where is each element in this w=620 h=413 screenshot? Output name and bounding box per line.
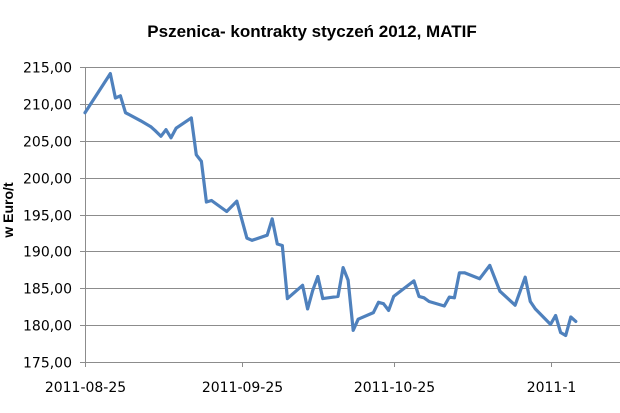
data-point: [513, 303, 517, 307]
y-tick-label: 175,00: [23, 356, 72, 372]
data-point: [346, 278, 350, 282]
data-point: [124, 111, 127, 115]
y-tick-label: 180,00: [23, 319, 72, 335]
data-point: [569, 315, 573, 319]
data-point: [149, 125, 153, 129]
series-layer: [83, 71, 578, 338]
data-point: [336, 295, 340, 298]
data-point: [478, 277, 482, 281]
x-tick-label: 2011-09-25: [202, 380, 283, 396]
data-point: [154, 129, 158, 133]
data-point: [382, 302, 385, 306]
data-point: [392, 295, 396, 298]
data-point: [83, 111, 87, 115]
data-point: [372, 311, 375, 314]
data-point: [356, 317, 360, 321]
data-point: [463, 271, 466, 275]
data-point: [559, 331, 562, 334]
axes: [80, 67, 620, 367]
data-point: [174, 126, 178, 130]
chart-title: Pszenica- kontrakty styczeń 2012, MATIF: [147, 22, 476, 41]
y-tick-label: 195,00: [23, 209, 72, 225]
data-point: [189, 116, 193, 120]
y-tick-label: 215,00: [23, 61, 72, 77]
data-point: [280, 244, 284, 247]
data-point: [377, 300, 380, 304]
data-point: [301, 283, 304, 287]
data-point: [351, 328, 355, 332]
data-point: [447, 295, 451, 299]
data-point: [458, 271, 461, 275]
data-point: [119, 94, 122, 98]
y-tick-label: 190,00: [23, 245, 72, 261]
data-point: [235, 199, 239, 203]
data-point: [533, 307, 537, 311]
data-point: [341, 266, 345, 269]
data-point: [549, 323, 552, 326]
data-point: [275, 242, 279, 246]
data-point: [412, 279, 416, 283]
y-tick-label: 185,00: [23, 282, 72, 298]
data-point: [442, 304, 446, 308]
y-tick-label: 210,00: [23, 98, 72, 114]
data-point: [250, 238, 254, 242]
data-point: [554, 314, 557, 317]
x-tick-label: 2011-10-25: [354, 380, 435, 396]
data-point: [169, 136, 173, 140]
y-axis-label: w Euro/t: [0, 182, 16, 239]
series-line: [83, 71, 578, 338]
x-tick-label: 2011-1: [527, 380, 577, 396]
data-point: [265, 233, 269, 237]
data-point: [306, 307, 309, 311]
data-point: [523, 275, 527, 279]
data-point: [108, 72, 112, 75]
y-tick-label: 205,00: [23, 135, 72, 151]
data-point: [200, 160, 203, 163]
data-point: [498, 289, 502, 293]
y-tick-label: 200,00: [23, 172, 72, 188]
data-point: [205, 200, 208, 204]
data-point: [321, 297, 325, 300]
y-tick-labels: 175,00 180,00 185,00 190,00 195,00 200,00 205,…: [23, 61, 72, 372]
data-point: [422, 296, 426, 300]
data-point: [574, 320, 578, 323]
data-point: [528, 300, 532, 303]
data-point: [225, 210, 229, 213]
data-point: [311, 289, 315, 292]
data-point: [114, 96, 117, 100]
x-tick-label: 2011-08-25: [45, 380, 126, 396]
data-point: [417, 295, 421, 298]
data-point: [387, 309, 390, 312]
data-point: [316, 275, 320, 278]
data-point: [564, 334, 568, 337]
x-tick-labels: 2011-08-25 2011-09-25 2011-10-25 2011-1: [45, 380, 576, 396]
data-point: [453, 296, 456, 300]
data-point: [194, 153, 198, 157]
data-point: [488, 264, 492, 267]
data-point: [245, 236, 249, 240]
data-point: [286, 297, 289, 300]
data-point: [427, 300, 431, 303]
data-point: [159, 134, 163, 138]
data-point: [270, 217, 274, 221]
data-point: [210, 199, 213, 202]
gridlines: [85, 67, 620, 326]
data-point: [139, 119, 143, 123]
data-point: [164, 128, 168, 132]
